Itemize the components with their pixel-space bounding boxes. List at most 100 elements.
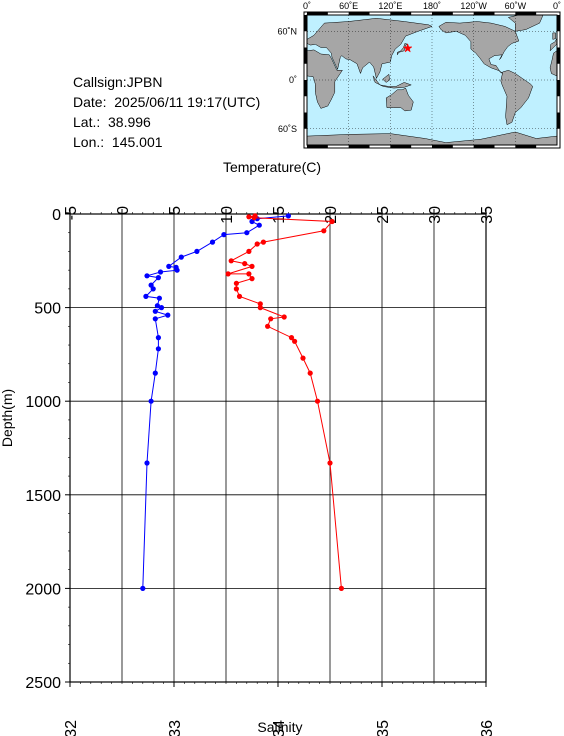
temperature-point (144, 460, 150, 466)
depth-tick-label: 500 (34, 301, 61, 318)
salinity-point (242, 261, 248, 267)
temperature-tick-label: 15 (271, 206, 288, 224)
depth-tick-label: 0 (52, 207, 61, 224)
temperature-point (150, 286, 156, 292)
map-lat-label: 0˚ (289, 75, 297, 85)
map-frame-tick (557, 80, 560, 97)
temperature-point (157, 269, 164, 275)
salinity-point (236, 293, 243, 299)
temperature-point (244, 230, 250, 236)
temperature-point (152, 370, 158, 376)
salinity-line (227, 215, 342, 589)
salinity-point (329, 218, 335, 225)
callsign-text: Callsign:JPBN (73, 74, 163, 90)
temperature-point (155, 346, 161, 352)
map-frame-tick (390, 145, 412, 148)
map-lon-label: 60˚E (339, 1, 358, 11)
salinity-point (228, 258, 234, 264)
salinity-point (265, 323, 271, 329)
latitude-text: Lat.: 38.996 (73, 114, 151, 130)
map-lon-label: 0˚ (553, 1, 561, 11)
salinity-tick-label: 34 (271, 720, 288, 736)
map-lon-label: 60˚W (505, 1, 527, 11)
temperature-point (143, 293, 149, 299)
land-shape (385, 87, 414, 112)
salinity-point (246, 248, 252, 254)
salinity-point (281, 314, 287, 320)
salinity-tick-label: 32 (63, 720, 80, 736)
salinity-point (233, 280, 239, 286)
temperature-tick-label: -5 (63, 206, 80, 220)
temperature-tick-label: 5 (167, 206, 184, 215)
salinity-point (260, 239, 266, 245)
depth-tick-label: 2000 (25, 581, 61, 598)
temperature-tick-label: 0 (115, 206, 132, 215)
salinity-point (249, 263, 255, 269)
salinity-point (338, 585, 344, 592)
temperature-tick-label: 30 (427, 206, 444, 224)
temperature-point (155, 275, 161, 281)
map-lon-label: 120˚W (460, 1, 487, 11)
map-frame-tick (473, 12, 495, 15)
temperature-point (166, 263, 172, 269)
map-lon-label: 180˚ (423, 1, 441, 11)
map-frame-tick (515, 145, 537, 148)
salinity-point (254, 241, 260, 247)
longitude-text: Lon.: 145.001 (73, 134, 163, 150)
land-shape (397, 43, 409, 56)
temperature-tick-label: 35 (479, 206, 496, 224)
salinity-point (257, 305, 263, 311)
temperature-axis-label: Temperature(C) (223, 159, 321, 175)
salinity-point (327, 460, 333, 466)
salinity-point (292, 338, 298, 344)
map-lon-label: 120˚E (378, 1, 402, 11)
map-frame-tick (557, 15, 560, 32)
depth-tick-label: 1000 (25, 394, 61, 411)
map-lat-label: 60˚S (278, 124, 297, 134)
map-frame-tick (432, 145, 453, 148)
salinity-point (251, 215, 257, 221)
land-shape (500, 70, 533, 126)
salinity-point (307, 370, 313, 376)
map-frame-tick (307, 145, 328, 148)
salinity-tick-label: 35 (375, 720, 392, 736)
salinity-tick-label: 33 (167, 720, 184, 736)
temperature-point (156, 295, 162, 301)
salinity-point (300, 355, 306, 361)
temperature-point (285, 213, 291, 219)
map-frame-tick (515, 12, 537, 15)
temperature-point (165, 312, 171, 318)
temperature-point (148, 398, 154, 404)
temperature-point (148, 282, 154, 288)
salinity-point (225, 271, 231, 277)
station-info: Callsign:JPBN Date: 2025/06/11 19:17(UTC… (73, 72, 260, 152)
temperature-point (154, 303, 160, 309)
temperature-point (155, 335, 161, 341)
temperature-point (194, 248, 200, 254)
depth-axis-label: Depth(m) (0, 389, 15, 447)
salinity-point (321, 228, 327, 234)
salinity-tick-label: 36 (479, 720, 496, 736)
temperature-point (209, 239, 216, 245)
map-frame-tick (432, 12, 453, 15)
land-shape (549, 37, 557, 52)
salinity-point (314, 398, 321, 404)
salinity-axis-label: Salinity (257, 719, 302, 735)
temperature-point (152, 316, 158, 322)
temperature-line (142, 215, 289, 589)
station-marker (402, 43, 413, 53)
temperature-point (178, 254, 184, 260)
land-shape (372, 75, 412, 89)
map-frame-tick (348, 145, 370, 148)
map-lon-label: 0˚ (303, 1, 311, 11)
salinity-point (268, 316, 274, 322)
land-shape (438, 21, 520, 74)
location-map: 0˚ 60˚E 120˚E 180˚ 120˚W 60˚W 0˚ 60˚N 0˚ 60˚S (277, 1, 561, 149)
land-shape (382, 73, 390, 83)
land-shape (306, 49, 343, 109)
salinity-point (246, 271, 252, 277)
temperature-point (249, 218, 255, 225)
date-text: Date: 2025/06/11 19:17(UTC) (73, 94, 261, 110)
map-frame-tick (557, 112, 560, 129)
salinity-point (288, 335, 295, 341)
